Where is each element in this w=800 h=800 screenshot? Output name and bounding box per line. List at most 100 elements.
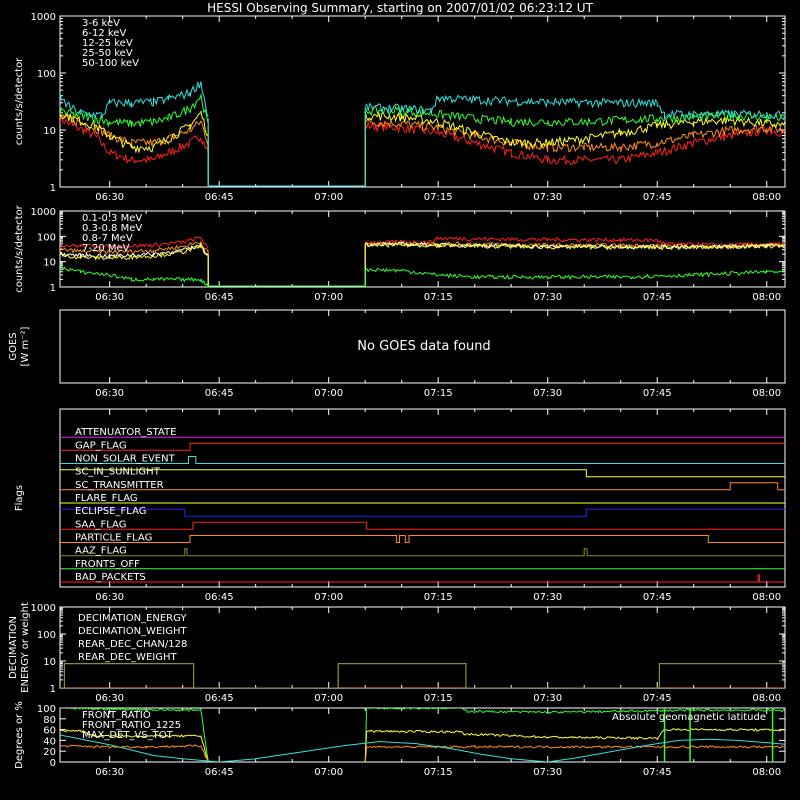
x-tick-label: 07:30 [533, 693, 562, 704]
y-tick-label: 20 [43, 747, 56, 758]
flag-line-aaz-flag [60, 548, 785, 557]
y-axis-label: Flags [14, 485, 25, 511]
flag-label: SC_IN_SUNLIGHT [75, 467, 161, 478]
flag-line-saa-flag [60, 521, 785, 530]
x-tick-label: 06:45 [205, 388, 234, 399]
x-tick-label: 06:30 [95, 592, 124, 603]
y-axis-label: Degrees or % [14, 701, 25, 769]
legend-entry: DECIMATION_ENERGY [78, 613, 187, 624]
legend-entry: 50-100 keV [82, 58, 139, 69]
x-tick-label: 07:30 [533, 192, 562, 203]
geomagnetic-latitude-line [60, 734, 785, 762]
legend-entry: DECIMATION_WEIGHT [78, 626, 187, 637]
series-line-green [60, 265, 209, 287]
y-tick-label: 10 [43, 126, 56, 137]
series-line-rear-dec-chan-128 [60, 663, 785, 688]
panel-ratios: 06:30 06:45 07:00 07:15 07:30 07:45 08:00 02040… [14, 701, 786, 778]
y-axis-label: [W m⁻²] [20, 326, 31, 366]
series-line-0-3-0-8-mev [60, 240, 209, 255]
y-tick-label: 100 [37, 232, 56, 243]
figure-title: HESSI Observing Summary, starting on 200… [207, 1, 593, 15]
flag-label: ECLIPSE_FLAG [75, 506, 146, 517]
y-tick-label: 1 [50, 684, 56, 695]
flag-line-eclipse-flag [60, 508, 785, 517]
flag-label: SC_TRANSMITTER [75, 480, 164, 491]
panel-lightcurve_high: 06:30 06:45 07:00 07:15 07:30 07:45 08:00 1 10 10… [14, 204, 786, 303]
series-line-6-12-kev [364, 118, 785, 153]
y-tick-label: 10 [43, 258, 56, 269]
y-axis-label: DECIMATION [8, 616, 19, 679]
series-line-25-50-kev [364, 105, 785, 128]
lightcurve_low-panel-frame [59, 15, 786, 188]
series-line-front-ratio [364, 708, 785, 762]
y-tick-label: 1000 [31, 207, 56, 218]
x-tick-label: 07:45 [643, 767, 672, 778]
series-line-rear-dec-weight [60, 663, 785, 688]
x-tick-label: 08:00 [752, 693, 781, 704]
x-tick-label: 07:15 [424, 767, 453, 778]
x-tick-label: 07:30 [533, 388, 562, 399]
panel-lightcurve_low: 06:30 06:45 07:00 07:15 07:30 07:45 08:00 1 10 10… [14, 12, 786, 203]
flag-line-sc-transmitter [60, 482, 785, 491]
legend-entry: 3-6 keV [82, 18, 120, 29]
legend-entry: FRONT_RATIO [82, 710, 151, 721]
series-line-0-1-0-3-mev [60, 236, 209, 250]
x-tick-label: 07:00 [314, 388, 343, 399]
x-tick-label: 08:00 [752, 388, 781, 399]
series-line-6-12-kev [60, 113, 209, 147]
legend-entry: 25-50 keV [82, 48, 133, 59]
flag-label: NON_SOLAR_EVENT [75, 454, 176, 465]
x-tick-label: 06:45 [205, 767, 234, 778]
y-axis-label: counts/s/detector [14, 57, 25, 145]
x-tick-label: 06:45 [205, 592, 234, 603]
flag-line-non-solar-event [60, 456, 785, 464]
x-tick-label: 07:45 [643, 693, 672, 704]
x-tick-label: 07:45 [643, 192, 672, 203]
x-tick-label: 07:00 [314, 767, 343, 778]
flag-line-particle-flag [60, 535, 785, 543]
flag-line-sc-in-sunlight [60, 469, 785, 478]
series-line-max-det-vs-tot [364, 744, 785, 762]
x-tick-label: 06:30 [95, 388, 124, 399]
flag-label: FLARE_FLAG [75, 493, 138, 504]
flag-line-gap-flag [60, 442, 785, 451]
x-tick-label: 06:30 [95, 292, 124, 303]
x-tick-label: 07:00 [314, 192, 343, 203]
legend-entry: 12-25 keV [82, 38, 133, 49]
x-tick-label: 07:45 [643, 388, 672, 399]
y-tick-label: 60 [43, 726, 56, 737]
legend-entry: 7-20 MeV [82, 243, 130, 254]
y-tick-label: 40 [43, 736, 56, 747]
flag-label: FRONTS_OFF [75, 559, 140, 570]
x-tick-label: 06:30 [95, 192, 124, 203]
series-line-3-6-kev [60, 115, 209, 165]
flags-panel-frame [59, 408, 786, 588]
y-axis-label: ENERGY or weight [20, 602, 31, 693]
ratios-plot-area [60, 708, 785, 762]
y-tick-label: 0 [50, 758, 56, 769]
series-line-12-25-kev [364, 111, 785, 149]
series-line-25-50-kev [60, 93, 209, 128]
annotation-label: Absolute geomagnetic latitude [612, 712, 766, 723]
series-line-front-ratio [60, 708, 209, 761]
series-line-12-25-kev [60, 110, 209, 154]
x-tick-label: 07:30 [533, 292, 562, 303]
x-tick-label: 07:00 [314, 592, 343, 603]
flag-line-bad-packets [60, 574, 785, 583]
x-tick-label: 07:30 [533, 767, 562, 778]
y-tick-label: 100 [37, 630, 56, 641]
y-tick-label: 80 [43, 715, 56, 726]
x-tick-label: 08:00 [752, 592, 781, 603]
x-tick-label: 08:00 [752, 767, 781, 778]
x-tick-label: 06:45 [205, 693, 234, 704]
legend-entry: REAR_DEC_CHAN/128 [78, 639, 187, 650]
x-tick-label: 07:45 [643, 292, 672, 303]
series-line-50-100-kev [364, 94, 785, 121]
series-line-50-100-kev [60, 81, 209, 120]
legend-entry: MAX_DET_VS_TOT [82, 730, 174, 741]
lightcurve_high-panel-frame [59, 210, 786, 288]
x-tick-label: 08:00 [752, 192, 781, 203]
goes-panel-frame [59, 309, 786, 384]
x-tick-label: 08:00 [752, 292, 781, 303]
flag-label: AAZ_FLAG [75, 546, 127, 557]
